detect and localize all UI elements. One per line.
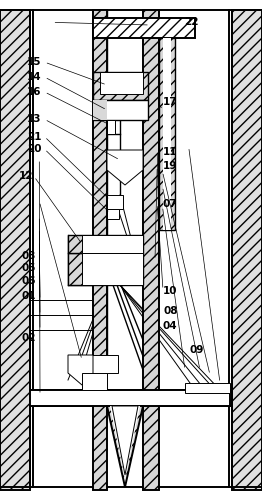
Text: 03: 03 [21, 251, 36, 261]
Text: 04: 04 [163, 321, 178, 331]
Bar [107, 10, 143, 490]
Bar [107, 195, 123, 209]
Bar [0, 10, 30, 490]
Text: 15: 15 [27, 57, 41, 67]
Text: 12: 12 [19, 171, 34, 181]
Polygon shape [110, 406, 140, 480]
Text: 05: 05 [21, 263, 36, 273]
Polygon shape [112, 406, 138, 475]
Bar [68, 253, 143, 285]
Bar [68, 235, 143, 253]
Text: 16: 16 [27, 87, 41, 97]
Bar [93, 10, 107, 490]
Bar [82, 235, 143, 253]
Bar [163, 38, 171, 230]
Bar [107, 120, 115, 134]
Text: 07: 07 [163, 199, 178, 209]
Polygon shape [107, 150, 143, 185]
Text: 02: 02 [21, 333, 36, 343]
Bar [107, 209, 119, 219]
Bar [93, 72, 148, 100]
Bar [30, 390, 230, 406]
Polygon shape [68, 355, 93, 385]
Text: 22: 22 [184, 17, 199, 27]
Bar [232, 10, 262, 490]
Bar [82, 253, 143, 285]
Text: 11: 11 [163, 147, 178, 157]
Bar [143, 10, 159, 490]
Bar [68, 355, 118, 373]
Text: 13: 13 [27, 114, 41, 124]
Text: 21: 21 [27, 132, 41, 142]
Bar [159, 38, 175, 230]
Bar [93, 18, 195, 38]
Bar [82, 373, 107, 390]
Text: 09: 09 [189, 345, 204, 355]
Bar [100, 72, 143, 94]
Bar [93, 100, 107, 120]
Text: 10: 10 [163, 286, 178, 296]
Text: 19: 19 [163, 162, 177, 171]
Text: 20: 20 [27, 144, 41, 154]
Text: 01: 01 [21, 291, 36, 301]
Bar [93, 100, 148, 120]
Text: 17: 17 [163, 97, 178, 107]
Text: 06: 06 [21, 276, 36, 286]
Text: 14: 14 [27, 72, 41, 82]
Text: 08: 08 [163, 306, 178, 316]
Polygon shape [107, 406, 143, 487]
Bar [185, 383, 230, 393]
